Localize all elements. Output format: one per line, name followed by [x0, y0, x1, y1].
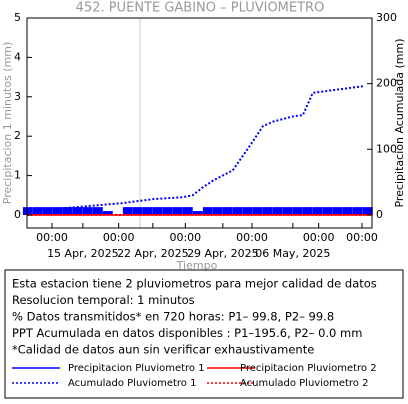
- info-line: % Datos transmitidos* en 720 horas: P1– …: [12, 310, 334, 324]
- y2-axis-label: Precipitacion Acumulada (mm): [393, 38, 406, 207]
- y-tick-label: 2: [14, 129, 21, 142]
- chart-title: 452. PUENTE GABINO – PLUVIOMETRO: [76, 1, 325, 16]
- legend-label: Precipitacion Pluviometro 2: [240, 363, 377, 374]
- legend-label: Acumulado Pluviometro 1: [68, 378, 196, 389]
- legend-label: Acumulado Pluviometro 2: [240, 378, 368, 389]
- precip-bar: [312, 207, 323, 215]
- precip-bar: [342, 207, 353, 215]
- info-line: Resolucion temporal: 1 minutos: [12, 293, 195, 307]
- precip-bar: [142, 207, 153, 215]
- x-tick-label: 00:00: [303, 231, 335, 244]
- precip-bar: [302, 207, 313, 215]
- precip-bar: [162, 207, 173, 215]
- x-axis-label: Tiempo: [176, 259, 218, 272]
- y-tick-label: 3: [14, 90, 21, 103]
- y-tick-label: 5: [14, 11, 21, 24]
- precip-bar: [62, 207, 73, 215]
- y-tick-label: 0: [14, 208, 21, 221]
- y2-tick-label: 100: [376, 142, 397, 155]
- precip-bar: [222, 207, 233, 215]
- precip-bar: [362, 207, 373, 215]
- info-box: [4, 269, 404, 399]
- precip-bar: [152, 207, 163, 215]
- y2-tick-label: 200: [376, 77, 397, 90]
- x-tick-label: 29 Apr, 2025: [187, 247, 259, 260]
- x-tick-label: 15 Apr, 2025: [47, 247, 119, 260]
- x-tick-label: 00:00: [236, 231, 268, 244]
- info-line: Esta estacion tiene 2 pluviometros para …: [12, 277, 377, 291]
- info-line: PPT Acumulada en datos disponibles : P1–…: [12, 326, 362, 340]
- x-tick-label: 06 May, 2025: [255, 247, 330, 260]
- precip-bar: [272, 207, 283, 215]
- precip-bar: [172, 207, 183, 215]
- y-tick-label: 1: [14, 169, 21, 182]
- precip-bar: [82, 207, 93, 215]
- precip-bar: [262, 207, 273, 215]
- precip-bar: [52, 207, 63, 215]
- precip-bar: [132, 207, 143, 215]
- precip-bar: [242, 207, 253, 215]
- precip-bar: [292, 207, 303, 215]
- precip-bar: [252, 207, 263, 215]
- precip-bar: [212, 207, 223, 215]
- y-axis-label: Precipitacion 1 minutos (mm): [1, 42, 14, 204]
- legend-label: Precipitacion Pluviometro 1: [68, 363, 205, 374]
- info-line: *Calidad de datos aun sin verificar exha…: [12, 343, 314, 357]
- x-tick-label: 00:00: [169, 231, 201, 244]
- precip-bar: [202, 207, 213, 215]
- precip-bar: [332, 207, 343, 215]
- y2-tick-label: 300: [376, 11, 397, 24]
- x-tick-label: 00:00: [346, 231, 378, 244]
- precip-bar: [22, 207, 33, 215]
- precip-bar: [192, 211, 203, 215]
- plot-frame: [26, 17, 373, 229]
- precip-bar: [352, 207, 363, 215]
- x-tick-label: 00:00: [103, 231, 135, 244]
- precip-bar: [42, 207, 53, 215]
- x-tick-label: 22 Apr, 2025: [117, 247, 189, 260]
- precip-bar: [72, 207, 83, 215]
- x-tick-label: 00:00: [36, 231, 68, 244]
- precip-bar: [182, 207, 193, 215]
- precip-bar: [282, 207, 293, 215]
- series-line: [32, 85, 363, 211]
- precip-bar: [32, 207, 43, 215]
- y-tick-label: 4: [14, 50, 21, 63]
- precip-bar: [122, 207, 133, 215]
- y2-tick-label: 0: [376, 208, 383, 221]
- precip-bar: [232, 207, 243, 215]
- precip-bar: [92, 207, 103, 215]
- precip-bar: [322, 207, 333, 215]
- precip-bar: [102, 211, 113, 215]
